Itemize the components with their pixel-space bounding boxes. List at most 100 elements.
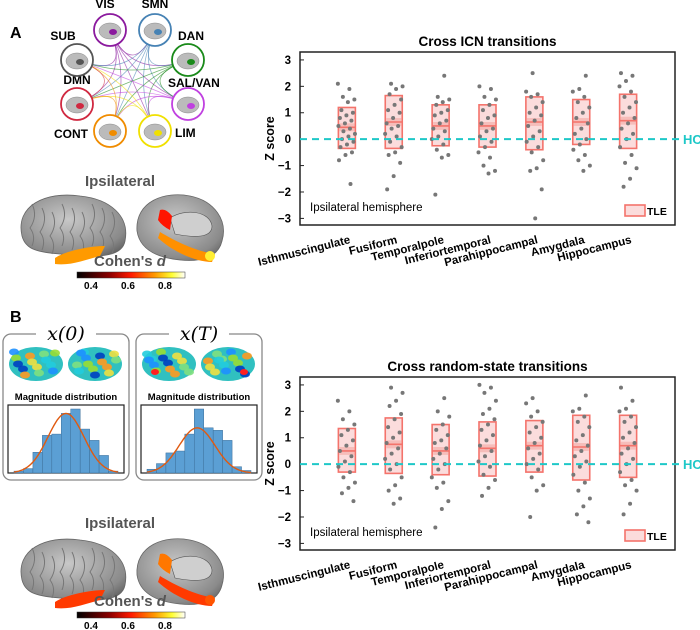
data-point [577, 86, 582, 91]
data-point [634, 166, 639, 171]
data-point [347, 409, 352, 414]
brain-patch [9, 348, 19, 356]
panel-b-brain-title: Ipsilateral [85, 515, 155, 532]
data-point [571, 147, 576, 152]
data-point [540, 100, 545, 105]
data-point [341, 129, 346, 134]
data-point [346, 134, 351, 139]
cross-random-state-chart: Cross random-state transitions 3 2 1 0 −1 −2 −3… [257, 359, 700, 594]
state-panels: x(0) Magnitude distribution x(T) Magnitude … [2, 322, 263, 481]
y-tick-label: −3 [278, 538, 291, 550]
histogram-bar [42, 435, 53, 474]
data-point [351, 499, 356, 504]
data-point [477, 382, 482, 387]
data-point [341, 475, 346, 480]
sulcus [49, 211, 56, 255]
data-point [435, 94, 440, 99]
data-point [621, 512, 626, 517]
network-region [76, 103, 84, 109]
data-point [490, 433, 495, 438]
temporal-effect-region [158, 232, 215, 262]
colorbar-gradient [76, 611, 186, 619]
brain-patch [228, 354, 238, 362]
data-point [484, 438, 489, 443]
data-point [431, 456, 436, 461]
data-point [629, 89, 634, 94]
data-point [436, 134, 441, 139]
data-point [541, 158, 546, 163]
histogram-title: Magnitude distribution [15, 392, 118, 403]
histogram-bar [61, 413, 71, 474]
histogram-title: Magnitude distribution [148, 392, 251, 403]
data-point [485, 422, 490, 427]
data-point [587, 425, 592, 430]
data-point [621, 110, 626, 115]
data-point [480, 411, 485, 416]
data-point [630, 73, 635, 78]
histogram-bar [231, 466, 242, 474]
legend-swatch-tle [624, 529, 646, 542]
data-point [488, 385, 493, 390]
y-tick-label: 3 [285, 55, 291, 67]
data-point [441, 142, 446, 147]
sulcus [69, 207, 76, 251]
colorbar-tick: 0.6 [121, 281, 135, 292]
data-point [397, 430, 402, 435]
data-point [444, 446, 449, 451]
brain-patch [163, 359, 173, 367]
histogram-bar [98, 455, 109, 474]
brain-patch [179, 363, 189, 371]
sulcus [59, 547, 66, 591]
data-point [524, 89, 529, 94]
sulcus [49, 555, 56, 599]
data-point [389, 385, 394, 390]
data-point [486, 485, 491, 490]
data-point [342, 121, 347, 126]
colorbar-tick: 0.8 [158, 281, 172, 292]
data-point [536, 145, 541, 150]
sulcus [39, 207, 46, 251]
data-point [488, 464, 493, 469]
lateral-effect-region [55, 590, 105, 609]
brain-patch [76, 349, 86, 357]
data-point [488, 155, 493, 160]
data-point [399, 97, 404, 102]
data-point [526, 123, 531, 128]
y-tick-label: 1 [285, 108, 292, 120]
data-point [481, 472, 486, 477]
sulcus [109, 211, 116, 255]
brain-patch [203, 357, 213, 365]
data-point [617, 409, 622, 414]
data-point [397, 110, 402, 115]
histogram-bar [203, 427, 214, 474]
data-point [577, 142, 582, 147]
data-point [581, 168, 586, 173]
data-point [337, 116, 342, 121]
legend-label-tle: TLE [647, 206, 667, 218]
data-point [387, 92, 392, 97]
brain-patch [13, 360, 23, 368]
data-point [481, 163, 486, 168]
data-point [400, 84, 405, 89]
data-point [477, 443, 482, 448]
data-point [342, 459, 347, 464]
data-point [388, 139, 393, 144]
colorbar-label-text: Cohen's [94, 253, 157, 270]
data-point [346, 485, 351, 490]
data-point [580, 110, 585, 115]
sulcus [69, 551, 76, 595]
data-point [534, 105, 539, 110]
data-point [484, 129, 489, 134]
data-point [576, 488, 581, 493]
brain-patch [214, 356, 224, 364]
data-point [583, 393, 588, 398]
state-brain-map [68, 347, 122, 381]
brain-patch [25, 352, 35, 360]
histogram-bar [212, 430, 223, 474]
colorbar-tick: 0.8 [158, 621, 172, 630]
data-point [482, 390, 487, 395]
state-brain-map [201, 347, 255, 381]
histogram-bar [222, 440, 233, 474]
data-point [576, 158, 581, 163]
